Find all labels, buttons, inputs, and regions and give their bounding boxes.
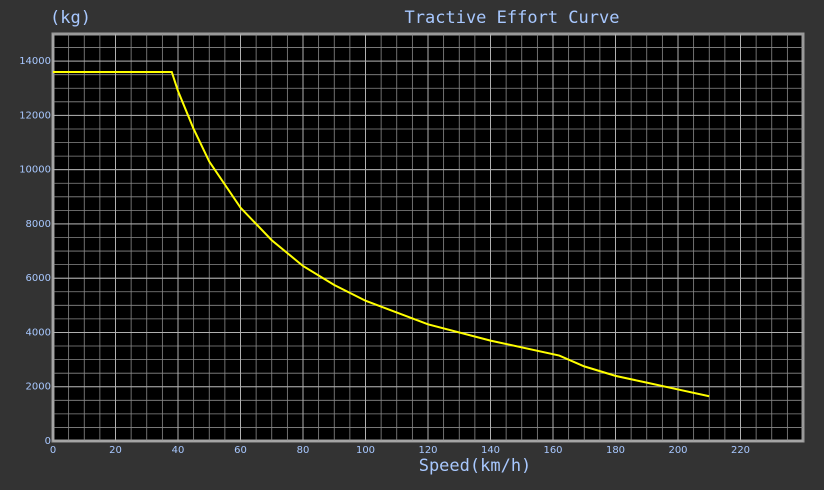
x-tick-label: 140 <box>481 445 500 456</box>
y-tick-label: 12000 <box>19 110 51 121</box>
x-tick-label: 200 <box>668 445 687 456</box>
y-tick-label: 0 <box>45 436 51 447</box>
chart-title: Tractive Effort Curve <box>405 8 620 28</box>
y-tick-label: 6000 <box>26 273 51 284</box>
y-tick-label: 14000 <box>19 56 51 67</box>
x-tick-label: 220 <box>731 445 750 456</box>
x-tick-label: 180 <box>606 445 625 456</box>
x-tick-label: 60 <box>234 445 247 456</box>
x-tick-label: 40 <box>172 445 185 456</box>
x-tick-label: 100 <box>356 445 375 456</box>
y-tick-label: 8000 <box>26 219 51 230</box>
y-tick-label: 4000 <box>26 327 51 338</box>
x-tick-label: 160 <box>543 445 562 456</box>
x-axis-label: Speed(km/h) <box>419 456 532 476</box>
line-series <box>53 70 710 398</box>
grid <box>52 34 803 442</box>
y-tick-label: 10000 <box>19 165 51 176</box>
x-tick-label: 20 <box>109 445 122 456</box>
y-axis-label: (kg) <box>50 8 91 28</box>
x-tick-label: 120 <box>418 445 437 456</box>
y-tick-label: 2000 <box>26 382 51 393</box>
x-tick-label: 0 <box>50 445 56 456</box>
x-tick-label: 80 <box>297 445 310 456</box>
